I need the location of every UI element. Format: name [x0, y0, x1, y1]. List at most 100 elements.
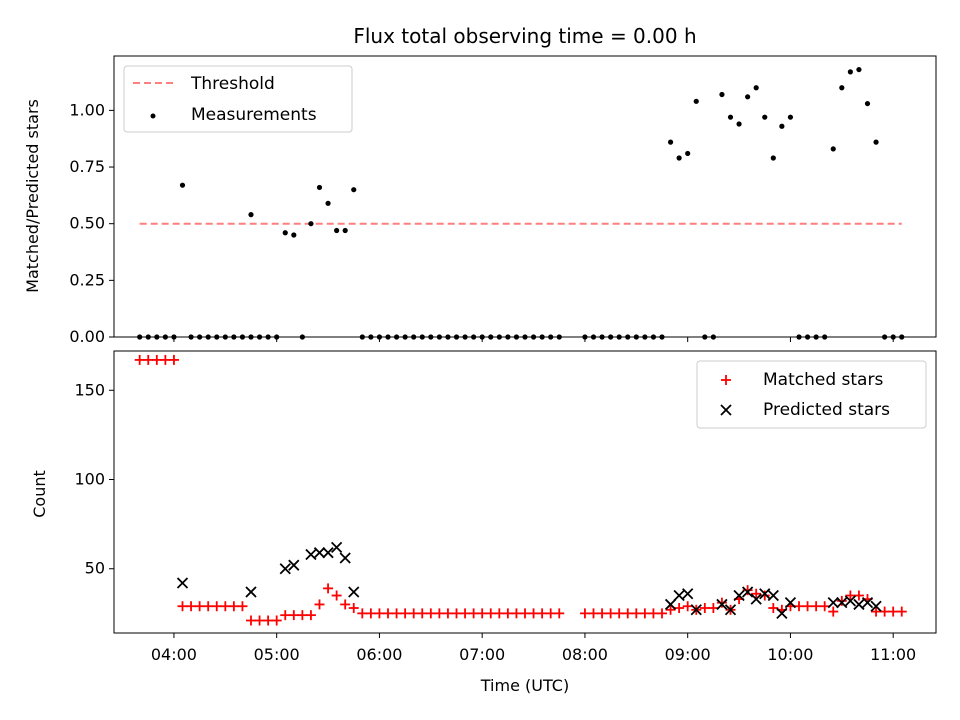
- predicted-point-20: [767, 589, 779, 602]
- matched-point-59: [657, 608, 667, 619]
- top-y-axis-label: Matched/Predicted stars: [23, 99, 42, 293]
- predicted-point-27: [861, 597, 874, 609]
- matched-point-23: [331, 590, 342, 601]
- matched-point-45: [520, 608, 530, 619]
- measurement-point-18: [282, 230, 288, 236]
- predicted-point-7: [330, 541, 343, 553]
- matched-point-50: [579, 608, 590, 619]
- matched-point-25: [348, 603, 359, 614]
- legend-threshold-label: Threshold: [190, 74, 275, 94]
- matched-point-3: [160, 354, 171, 365]
- predicted-point-27-b: [861, 597, 874, 609]
- top-ytick-label-1: 0.25: [69, 270, 105, 289]
- predicted-point-8-b: [339, 552, 351, 564]
- matched-point-85: [879, 606, 890, 617]
- predicted-point-1-b: [245, 586, 257, 598]
- matched-point-37: [451, 608, 462, 619]
- predicted-point-2-b: [279, 563, 291, 575]
- matched-point-7: [194, 601, 205, 612]
- predicted-point-15-b: [724, 604, 737, 616]
- predicted-point-8: [339, 552, 351, 564]
- legend-measurements-label: Measurements: [191, 105, 317, 125]
- predicted-point-28-b: [870, 600, 882, 612]
- predicted-point-14-b: [716, 598, 728, 611]
- matched-point-69: [742, 585, 753, 596]
- matched-point-21: [314, 599, 325, 610]
- predicted-point-21-b: [776, 607, 788, 620]
- matched-point-12: [237, 601, 248, 612]
- bottom-xtick-label-5: 09:00: [665, 645, 711, 664]
- predicted-point-13-b: [690, 604, 702, 616]
- matched-point-61: [674, 603, 685, 614]
- predicted-point-0-b: [176, 577, 189, 589]
- bottom-xtick-label-6: 10:00: [767, 645, 813, 664]
- predicted-point-4: [305, 548, 317, 561]
- predicted-point-11: [673, 589, 685, 602]
- predicted-point-12: [682, 588, 694, 600]
- matched-point-9: [211, 601, 222, 612]
- top-legend: Threshold Measurements: [123, 65, 353, 133]
- measurement-point-85: [873, 139, 879, 145]
- matched-point-53: [605, 608, 616, 619]
- matched-point-56: [631, 608, 642, 619]
- predicted-point-25: [844, 595, 857, 607]
- matched-point-30: [391, 608, 402, 619]
- bottom-xtick-label-4: 08:00: [562, 645, 608, 664]
- matched-point-76: [802, 601, 813, 612]
- matched-point-70: [751, 588, 762, 599]
- bottom-ytick-label-0: 50: [85, 559, 105, 578]
- matched-point-52: [597, 608, 608, 619]
- bottom-x-ticks: 04:00 05:00 06:00 07:00 08:00 09:00 10:00 11:00: [151, 633, 916, 664]
- matched-point-66: [716, 597, 727, 608]
- predicted-point-5: [313, 547, 326, 559]
- measurement-point-15: [248, 212, 254, 218]
- matched-point-11: [228, 601, 239, 612]
- predicted-point-9-b: [348, 586, 360, 598]
- predicted-point-10: [664, 598, 677, 611]
- matched-point-80: [836, 595, 847, 606]
- measurement-point-63: [685, 150, 691, 157]
- legend-predicted-marker: [720, 404, 732, 416]
- measurement-point-26: [351, 187, 357, 193]
- measurement-point-70: [745, 94, 751, 100]
- predicted-point-22-b: [784, 597, 797, 609]
- measurement-point-61: [667, 139, 674, 145]
- matched-point-31: [400, 608, 411, 619]
- chart-title: Flux total observing time = 0.00 h: [353, 24, 696, 48]
- predicted-point-12-b: [682, 588, 694, 600]
- legend-predicted-marker-b: [720, 404, 732, 416]
- matched-point-40: [477, 608, 488, 619]
- matched-point-78: [819, 601, 830, 612]
- matched-point-87: [896, 606, 907, 617]
- predicted-point-26: [853, 598, 865, 611]
- measurement-point-80: [830, 146, 836, 152]
- matched-point-44: [511, 608, 522, 619]
- top-ytick-label-4: 1.00: [69, 100, 105, 119]
- matched-point-65: [708, 603, 719, 614]
- matched-point-72: [768, 603, 779, 614]
- matched-point-28: [374, 608, 385, 619]
- predicted-point-26-b: [853, 598, 865, 611]
- predicted-point-17-b: [741, 586, 754, 598]
- predicted-point-15: [724, 604, 737, 616]
- matched-point-54: [614, 608, 625, 619]
- matched-point-24: [340, 599, 351, 610]
- matched-point-13: [246, 615, 256, 626]
- matched-point-47: [537, 608, 548, 619]
- matched-point-39: [468, 608, 479, 619]
- top-y-ticks: 0.00 0.25 0.50 0.75 1.00: [69, 100, 114, 346]
- matched-point-58: [648, 608, 659, 619]
- predicted-point-13: [690, 604, 702, 616]
- measurement-point-81: [839, 85, 845, 91]
- matched-point-55: [622, 608, 633, 619]
- measurement-point-69: [736, 121, 742, 127]
- top-plot-layer: [137, 66, 905, 340]
- predicted-point-20-b: [767, 589, 779, 602]
- matched-point-79: [828, 606, 839, 617]
- bottom-legend-box: [696, 360, 927, 429]
- measurement-point-24: [334, 227, 340, 234]
- matched-point-42: [494, 608, 505, 619]
- measurement-point-19: [291, 232, 297, 238]
- predicted-point-21: [776, 607, 788, 620]
